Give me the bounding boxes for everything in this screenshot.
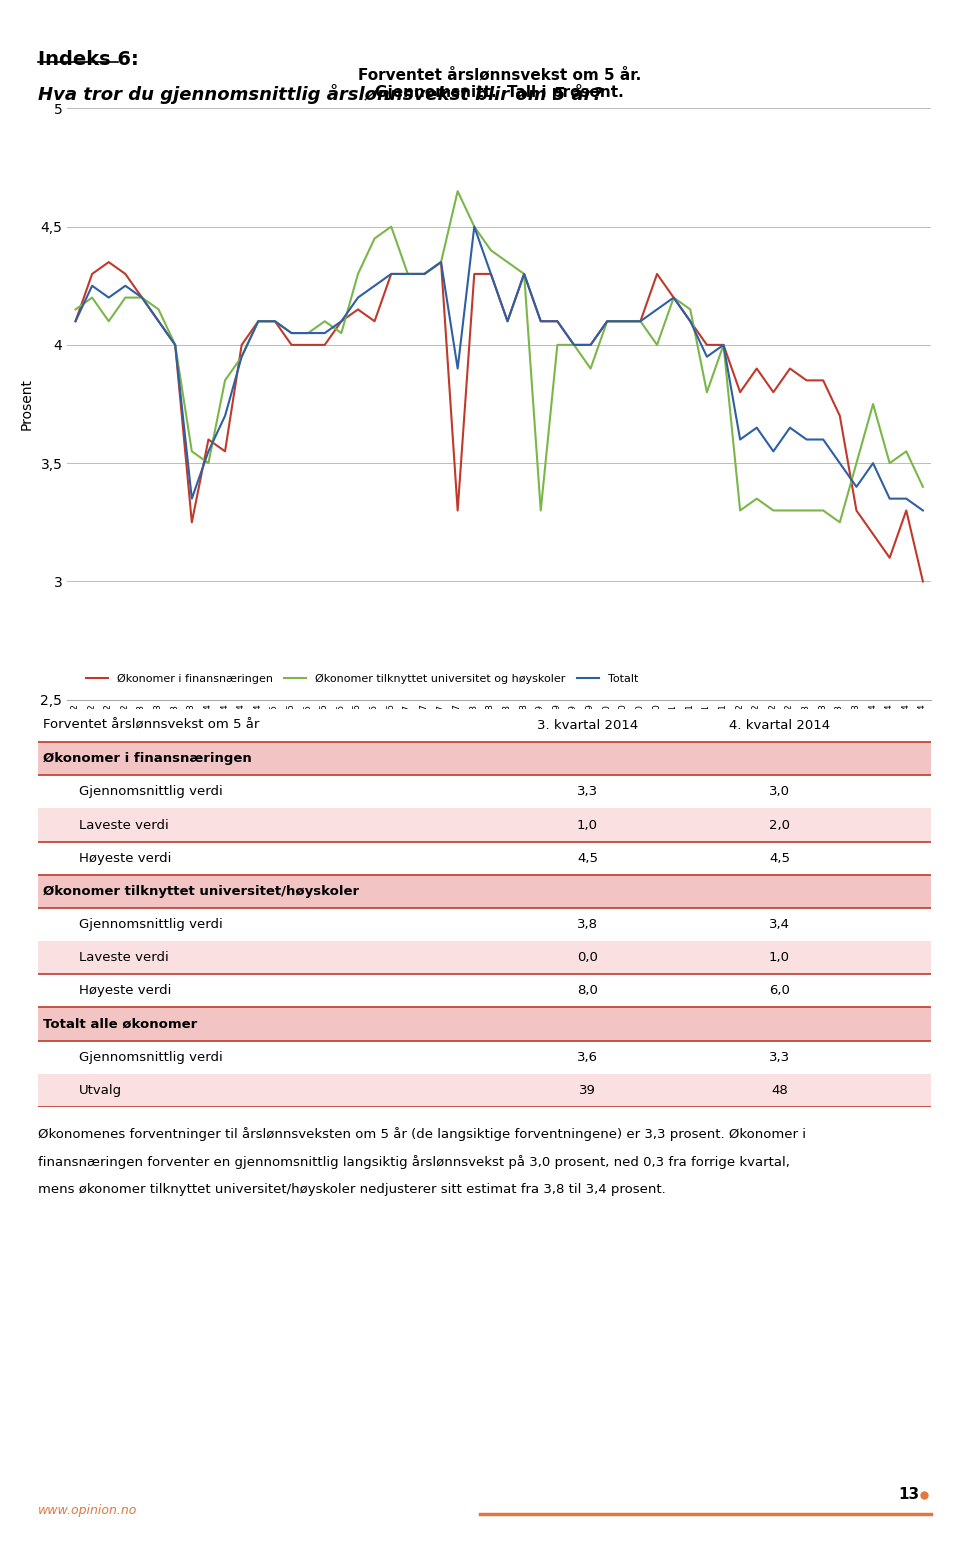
Text: 13: 13 <box>899 1486 920 1502</box>
Text: Gjennomsnittlig verdi: Gjennomsnittlig verdi <box>79 785 223 799</box>
Text: 6,0: 6,0 <box>769 985 790 997</box>
Text: 3,3: 3,3 <box>577 785 598 799</box>
Text: 2,0: 2,0 <box>769 819 790 831</box>
Text: 3. kvartal 2014: 3. kvartal 2014 <box>537 720 638 732</box>
Bar <box>38 1008 931 1040</box>
Text: 3,0: 3,0 <box>769 785 790 799</box>
Bar <box>38 875 931 907</box>
Text: Økonomer tilknyttet universitet/høyskoler: Økonomer tilknyttet universitet/høyskole… <box>43 885 359 898</box>
Text: Økonomenes forventninger til årslønnsveksten om 5 år (de langsiktige forventning: Økonomenes forventninger til årslønnsvek… <box>38 1127 806 1141</box>
Bar <box>38 1040 931 1074</box>
Text: Høyeste verdi: Høyeste verdi <box>79 985 171 997</box>
Text: Gjennomsnittlig verdi: Gjennomsnittlig verdi <box>79 918 223 930</box>
Text: Økonomer i finansnæringen: Økonomer i finansnæringen <box>43 752 252 765</box>
Text: 3,6: 3,6 <box>577 1051 598 1063</box>
Text: 0,0: 0,0 <box>577 950 598 964</box>
Text: Totalt alle økonomer: Totalt alle økonomer <box>43 1017 197 1031</box>
Bar <box>38 974 931 1008</box>
Text: 39: 39 <box>579 1084 596 1096</box>
Text: 4,5: 4,5 <box>577 851 598 865</box>
Bar <box>38 842 931 875</box>
Text: 4,5: 4,5 <box>769 851 790 865</box>
Text: 4. kvartal 2014: 4. kvartal 2014 <box>729 720 830 732</box>
Text: finansnæringen forventer en gjennomsnittlig langsiktig årslønnsvekst på 3,0 pros: finansnæringen forventer en gjennomsnitt… <box>38 1155 790 1169</box>
Bar <box>38 776 931 808</box>
Bar <box>38 741 931 776</box>
Legend: Økonomer i finansnæringen, Økonomer tilknyttet universitet og høyskoler, Totalt: Økonomer i finansnæringen, Økonomer tilk… <box>82 669 642 689</box>
Text: 3,3: 3,3 <box>769 1051 790 1063</box>
Text: 3,8: 3,8 <box>577 918 598 930</box>
Text: Laveste verdi: Laveste verdi <box>79 950 168 964</box>
Y-axis label: Prosent: Prosent <box>19 378 34 430</box>
Bar <box>38 907 931 941</box>
Text: Gjennomsnittlig verdi: Gjennomsnittlig verdi <box>79 1051 223 1063</box>
Text: Hva tror du gjennomsnittlig årslønnsvekst blir om 5 år?: Hva tror du gjennomsnittlig årslønnsveks… <box>38 84 604 104</box>
Text: mens økonomer tilknyttet universitet/høyskoler nedjusterer sitt estimat fra 3,8 : mens økonomer tilknyttet universitet/høy… <box>38 1183 666 1195</box>
Text: 1,0: 1,0 <box>769 950 790 964</box>
Text: Laveste verdi: Laveste verdi <box>79 819 168 831</box>
Bar <box>38 941 931 974</box>
Text: 1,0: 1,0 <box>577 819 598 831</box>
Text: Forventet årslønnsvekst om 5 år: Forventet årslønnsvekst om 5 år <box>43 720 259 732</box>
Bar <box>38 808 931 842</box>
Title: Forventet årslønnsvekst om 5 år.
Gjennomsnitt.  Tall i prosent.: Forventet årslønnsvekst om 5 år. Gjennom… <box>357 68 641 101</box>
Text: 48: 48 <box>771 1084 788 1096</box>
Text: www.opinion.no: www.opinion.no <box>38 1505 138 1517</box>
Bar <box>38 709 931 741</box>
Text: Utvalg: Utvalg <box>79 1084 122 1096</box>
Bar <box>38 1074 931 1107</box>
Text: Indeks 6:: Indeks 6: <box>38 50 139 68</box>
Text: 3,4: 3,4 <box>769 918 790 930</box>
Text: 8,0: 8,0 <box>577 985 598 997</box>
Text: Høyeste verdi: Høyeste verdi <box>79 851 171 865</box>
